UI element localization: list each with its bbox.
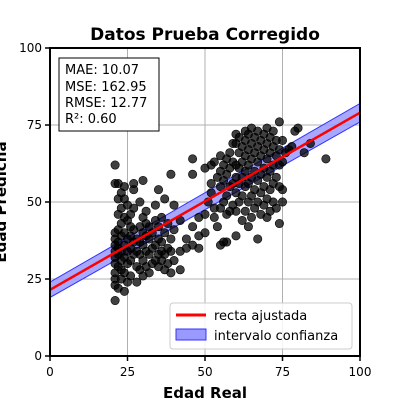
- data-point-98: [160, 194, 170, 204]
- x-tick-label-3: 75: [275, 365, 290, 379]
- data-point-113: [181, 234, 191, 244]
- data-point-122: [200, 209, 210, 219]
- data-point-94: [157, 212, 167, 222]
- data-point-75: [144, 268, 154, 278]
- data-point-227: [271, 203, 281, 213]
- data-point-104: [166, 234, 176, 244]
- y-tick-label-1: 25: [27, 272, 42, 286]
- data-point-184: [247, 212, 257, 222]
- legend-fit-label: recta ajustada: [214, 309, 307, 324]
- stat-mse: MSE: 162.95: [65, 80, 147, 95]
- x-tick-label-2: 50: [197, 365, 212, 379]
- data-point-11: [110, 296, 120, 306]
- data-point-108: [169, 200, 179, 210]
- y-tick-label-4: 100: [19, 41, 42, 55]
- fit-line-path: [49, 111, 361, 291]
- data-point-36: [119, 182, 129, 192]
- data-point-150: [225, 148, 235, 158]
- stats-box: MAE: 10.07 MSE: 162.95 RMSE: 12.77 R²: 0…: [58, 57, 160, 132]
- data-point-103: [166, 246, 176, 256]
- legend: recta ajustada intervalo confianza: [169, 302, 353, 350]
- chart-title: Datos Prueba Corregido: [90, 25, 320, 45]
- data-point-237: [277, 185, 287, 195]
- data-point-247: [321, 154, 331, 164]
- y-tick-label-3: 75: [27, 118, 42, 132]
- y-axis-title: Edad Predicha: [0, 141, 10, 262]
- data-point-228: [271, 172, 281, 182]
- data-point-167: [237, 215, 247, 225]
- data-point-146: [222, 237, 232, 247]
- data-point-239: [277, 135, 287, 145]
- stat-rmse: RMSE: 12.77: [65, 96, 147, 111]
- data-point-128: [209, 212, 219, 222]
- data-point-111: [175, 265, 185, 275]
- data-point-52: [129, 203, 139, 213]
- x-axis-title: Edad Real: [163, 384, 247, 400]
- data-point-69: [138, 175, 148, 185]
- data-point-55: [132, 277, 142, 287]
- data-point-245: [299, 148, 309, 158]
- x-tick-label-4: 100: [349, 365, 372, 379]
- legend-band-swatch: [175, 328, 207, 341]
- data-point-102: [166, 268, 176, 278]
- data-point-195: [253, 234, 263, 244]
- data-point-107: [169, 225, 179, 235]
- data-point-90: [154, 185, 164, 195]
- legend-band-label: intervalo confianza: [214, 329, 338, 344]
- data-point-168: [237, 191, 247, 201]
- axis-ticks: 0 25 50 75 100 0 25 50 75 100: [19, 41, 371, 379]
- x-tick-label-0: 0: [46, 365, 54, 379]
- data-point-74: [141, 206, 151, 216]
- data-point-155: [231, 206, 241, 216]
- data-point-29: [119, 286, 129, 296]
- data-point-63: [135, 197, 145, 207]
- data-point-97: [160, 228, 170, 238]
- data-point-143: [222, 191, 232, 201]
- data-point-236: [277, 197, 287, 207]
- data-point-231: [274, 219, 284, 229]
- stat-mae: MAE: 10.07: [65, 63, 139, 78]
- y-tick-label-0: 0: [34, 349, 42, 363]
- data-point-105: [166, 169, 176, 179]
- y-tick-label-2: 50: [27, 195, 42, 209]
- data-point-93: [157, 237, 167, 247]
- data-point-226: [268, 126, 278, 136]
- data-point-54: [129, 179, 139, 189]
- data-point-235: [274, 117, 284, 127]
- data-point-116: [188, 169, 198, 179]
- data-point-9: [110, 160, 120, 170]
- data-point-131: [212, 222, 222, 232]
- data-point-121: [200, 228, 210, 238]
- data-point-118: [194, 243, 204, 253]
- data-points: [110, 117, 331, 306]
- stat-r2: R²: 0.60: [65, 112, 117, 127]
- data-point-244: [293, 123, 303, 133]
- data-point-178: [243, 222, 253, 232]
- data-point-106: [169, 256, 179, 266]
- data-point-43: [126, 271, 136, 281]
- data-point-115: [188, 222, 198, 232]
- data-point-117: [188, 154, 198, 164]
- x-tick-label-1: 25: [120, 365, 135, 379]
- data-point-126: [206, 179, 216, 189]
- data-point-172: [240, 206, 250, 216]
- fit-line: [49, 111, 361, 291]
- data-point-161: [231, 231, 241, 241]
- data-point-85: [150, 200, 160, 210]
- data-point-130: [209, 157, 219, 167]
